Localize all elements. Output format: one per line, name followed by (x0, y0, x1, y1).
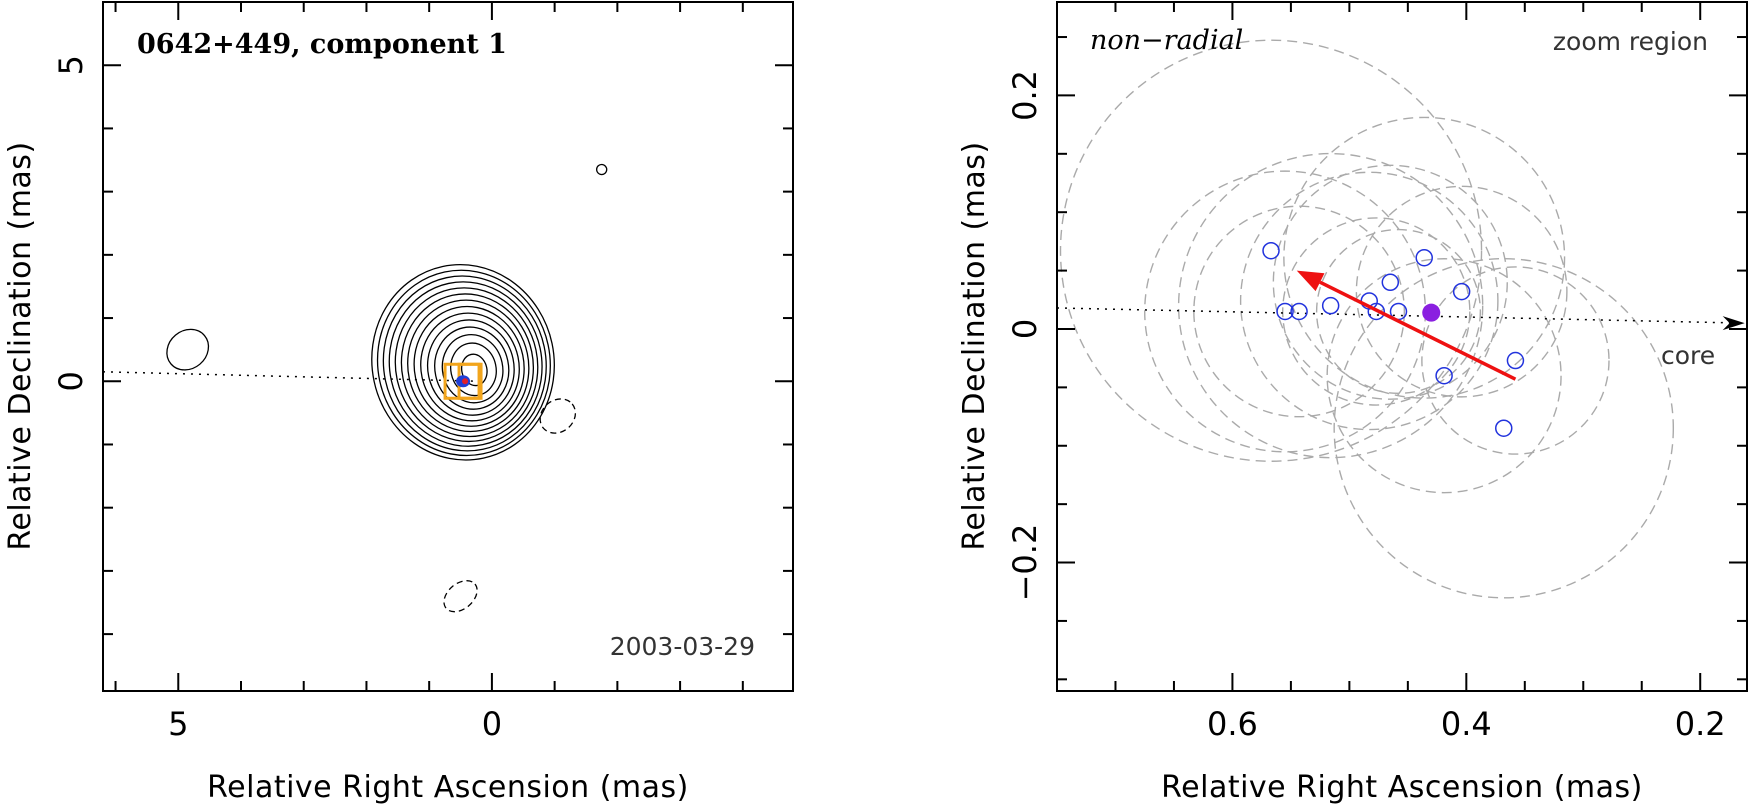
x-tick-label: 0.2 (1675, 705, 1726, 743)
left-ylabel: Relative Declination (mas) (3, 141, 38, 550)
contour-level (426, 319, 515, 416)
uncertainty-circle (1333, 257, 1675, 599)
right-motion-arrow (1319, 280, 1517, 381)
uncertainty-circle (1355, 185, 1568, 398)
side-contour (166, 328, 210, 371)
component-position (1494, 419, 1513, 437)
component-position (1435, 366, 1453, 385)
right-label-left: non−radial (1090, 25, 1243, 56)
contour-level (394, 287, 539, 443)
contour-level (388, 281, 543, 447)
left-panel: 5 0 5 0 0642+449, component 1 2003-03-29 Re… (3, 1, 794, 805)
left-title: 0642+449, component 1 (137, 29, 507, 60)
component-position (1367, 302, 1386, 321)
right-uncertainty-circles (1059, 39, 1675, 599)
right-ylabel: Relative Declination (mas) (957, 141, 992, 550)
component-position (1506, 351, 1525, 370)
right-motion-arrowhead (1296, 270, 1325, 292)
contour-level (434, 326, 510, 410)
uncertainty-circle (1177, 152, 1484, 459)
contour-level (407, 299, 530, 433)
left-tick-labels: 5 0 5 0 (52, 55, 502, 743)
contour-level (376, 269, 551, 457)
contour-level (400, 293, 535, 438)
right-xlabel: Relative Right Ascension (mas) (1161, 770, 1643, 805)
uncertainty-circle (1193, 205, 1406, 418)
right-core-arrowhead (1722, 316, 1745, 331)
left-side-contours (166, 163, 608, 613)
component-position (1290, 302, 1308, 321)
right-panel: 0.6 0.4 0.2 0.2 0 −0.2 non−radial zoom region… (957, 1, 1748, 805)
right-ticks (1056, 2, 1747, 691)
right-tick-labels: 0.6 0.4 0.2 0.2 0 −0.2 (1006, 70, 1726, 743)
contour-level (420, 312, 520, 422)
component-position (1381, 273, 1400, 292)
left-date: 2003-03-29 (610, 632, 755, 661)
uncertainty-circle (1239, 171, 1499, 431)
uncertainty-circle (1326, 258, 1562, 494)
side-contour (443, 580, 478, 613)
component-position (1452, 282, 1471, 301)
component-position (1276, 302, 1294, 321)
left-contours (371, 263, 555, 461)
x-tick-label: 5 (168, 705, 188, 743)
right-plot-area (1057, 39, 1745, 599)
right-core-label: core (1661, 341, 1715, 370)
y-tick-label: 5 (52, 55, 90, 75)
x-tick-label: 0 (482, 705, 502, 743)
left-ticks (103, 1, 793, 691)
uncertainty-circle (1282, 217, 1471, 406)
x-tick-label: 0.4 (1441, 705, 1492, 743)
y-tick-label: 0 (1006, 319, 1044, 339)
component-position (1321, 296, 1340, 315)
left-plot-area (102, 163, 608, 613)
contour-level (441, 334, 504, 404)
contour-level (382, 275, 547, 452)
y-tick-label: −0.2 (1006, 524, 1044, 602)
contour-level (413, 305, 525, 427)
contour-level (371, 263, 555, 461)
uncertainty-circle (1272, 164, 1508, 400)
component-marker (462, 378, 469, 385)
left-xlabel: Relative Right Ascension (mas) (207, 770, 689, 805)
left-component-marker (443, 362, 483, 400)
right-mean-point (1422, 303, 1441, 322)
uncertainty-circle (1283, 116, 1566, 399)
side-contour (539, 398, 577, 434)
x-tick-label: 0.6 (1207, 705, 1258, 743)
right-points (1262, 241, 1525, 437)
uncertainty-circle (1421, 266, 1610, 455)
y-tick-label: 0.2 (1006, 70, 1044, 121)
component-position (1262, 241, 1280, 260)
y-tick-label: 0 (52, 371, 90, 391)
right-frame (1056, 1, 1748, 692)
left-frame (102, 1, 794, 692)
right-label-zoom: zoom region (1553, 27, 1708, 56)
component-position (1415, 248, 1433, 267)
left-jet-line (102, 371, 480, 383)
side-contour (595, 163, 608, 176)
uncertainty-circle (1059, 39, 1483, 462)
uncertainty-circle (1315, 228, 1482, 395)
contour-level (450, 342, 497, 397)
